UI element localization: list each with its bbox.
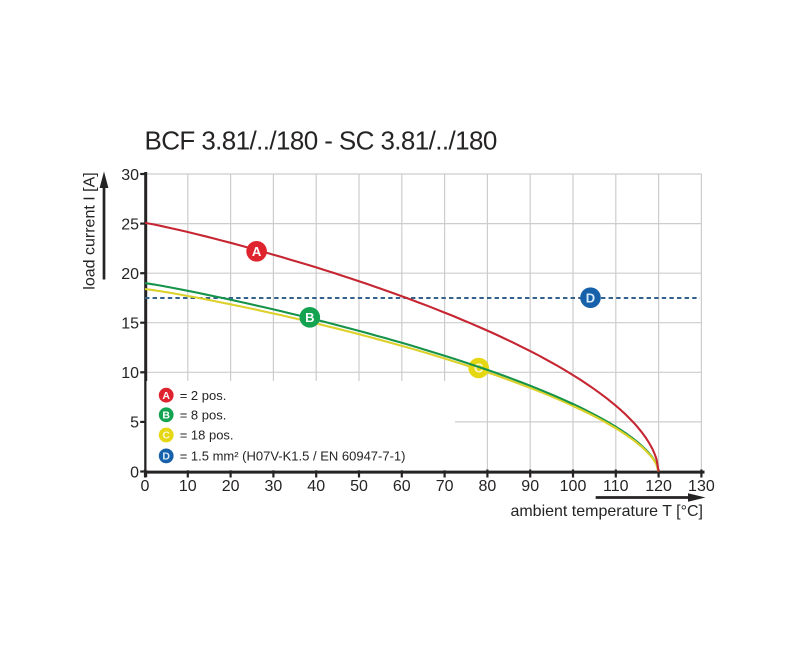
svg-text:20: 20 — [222, 478, 240, 495]
svg-text:10: 10 — [121, 365, 139, 382]
svg-text:load current I [A]: load current I [A] — [82, 172, 99, 289]
svg-text:= 2 pos.: = 2 pos. — [180, 388, 227, 403]
svg-text:A: A — [162, 390, 170, 402]
svg-text:40: 40 — [307, 478, 325, 495]
svg-text:30: 30 — [121, 167, 139, 184]
svg-text:130: 130 — [688, 478, 715, 495]
svg-text:20: 20 — [121, 266, 139, 283]
svg-text:50: 50 — [350, 478, 368, 495]
svg-text:A: A — [252, 244, 262, 259]
svg-text:= 18 pos.: = 18 pos. — [180, 428, 234, 443]
svg-text:10: 10 — [179, 478, 197, 495]
svg-text:80: 80 — [479, 478, 497, 495]
svg-text:110: 110 — [603, 478, 629, 495]
svg-text:= 1.5 mm² (H07V-K1.5 / EN 6094: = 1.5 mm² (H07V-K1.5 / EN 60947-7-1) — [180, 449, 406, 464]
svg-text:BCF 3.81/../180 - SC 3.81/../1: BCF 3.81/../180 - SC 3.81/../180 — [145, 126, 497, 156]
svg-text:C: C — [162, 430, 170, 442]
svg-text:B: B — [162, 409, 170, 421]
svg-text:D: D — [162, 451, 170, 463]
svg-text:ambient temperature T [°C]: ambient temperature T [°C] — [510, 503, 703, 520]
svg-text:100: 100 — [560, 478, 587, 495]
svg-text:25: 25 — [121, 216, 139, 233]
svg-text:30: 30 — [265, 478, 283, 495]
svg-text:120: 120 — [645, 478, 672, 495]
svg-text:60: 60 — [393, 478, 411, 495]
svg-text:C: C — [474, 361, 484, 376]
svg-text:0: 0 — [141, 478, 150, 495]
svg-text:5: 5 — [130, 415, 139, 432]
svg-text:90: 90 — [521, 478, 539, 495]
svg-text:D: D — [586, 290, 595, 305]
svg-text:70: 70 — [436, 478, 454, 495]
svg-text:0: 0 — [130, 464, 139, 481]
svg-text:= 8 pos.: = 8 pos. — [180, 407, 227, 422]
svg-text:B: B — [305, 310, 314, 325]
svg-text:15: 15 — [121, 316, 139, 333]
